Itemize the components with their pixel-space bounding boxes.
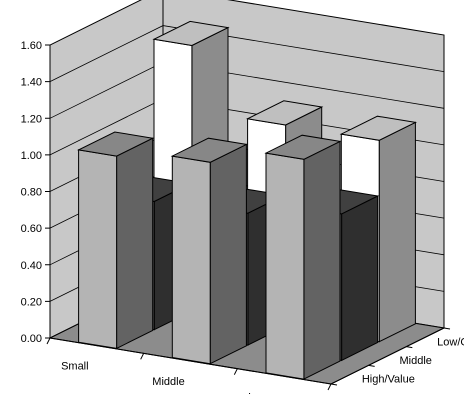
depth-tick-mark — [443, 327, 451, 330]
x-tick-mark — [140, 353, 145, 360]
y-tick-label: 0.60 — [21, 223, 42, 235]
bar — [264, 134, 342, 380]
bar-top — [152, 20, 230, 47]
chart-labels: 0.00 0.20 0.40 0.60 0.80 1.00 1.20 1.40 1.60 Smal… — [21, 40, 464, 394]
gridline — [49, 25, 445, 82]
chart-axes — [45, 44, 451, 391]
bar-top — [339, 115, 418, 141]
bar-side — [341, 195, 379, 362]
depth-axis-line — [330, 327, 445, 385]
bar-side — [116, 137, 154, 350]
y-tick-label: 1.60 — [21, 40, 42, 52]
bar-front — [78, 149, 118, 349]
y-tick-label: 1.20 — [21, 113, 42, 125]
depth-tick-mark — [368, 364, 375, 367]
depth-tick-mark — [330, 383, 338, 386]
bar-top — [170, 137, 249, 163]
y-tick-label: 0.00 — [21, 333, 42, 345]
bar — [170, 137, 249, 365]
depth-tick-mark — [406, 346, 413, 349]
chart-bars — [76, 20, 418, 380]
bar-front — [265, 152, 305, 380]
bar-side — [303, 140, 341, 380]
bar-side — [209, 143, 247, 365]
x-tick-mark — [46, 337, 51, 345]
y-tick-label: 1.40 — [21, 77, 42, 89]
x-axis-line — [49, 337, 332, 385]
x-tick-label: Small — [61, 361, 89, 373]
bar-top — [76, 131, 155, 157]
y-tick-label: 0.20 — [21, 296, 42, 308]
depth-tick-label: Low/Growth — [437, 336, 464, 348]
x-tick-mark — [327, 383, 332, 391]
bar-side — [378, 121, 416, 343]
x-tick-mark — [233, 368, 238, 375]
y-tick-label: 0.40 — [21, 260, 42, 272]
x-tick-label: Large — [248, 391, 276, 394]
bar-top — [264, 134, 342, 160]
x-tick-label: Middle — [152, 376, 184, 388]
y-tick-label: 0.80 — [21, 187, 42, 199]
bar-front — [171, 155, 211, 365]
y-tick-label: 1.00 — [21, 150, 42, 162]
bar-top — [245, 100, 324, 126]
depth-tick-label: Middle — [400, 355, 432, 367]
bar — [76, 131, 155, 350]
depth-tick-label: High/Value — [362, 374, 415, 386]
